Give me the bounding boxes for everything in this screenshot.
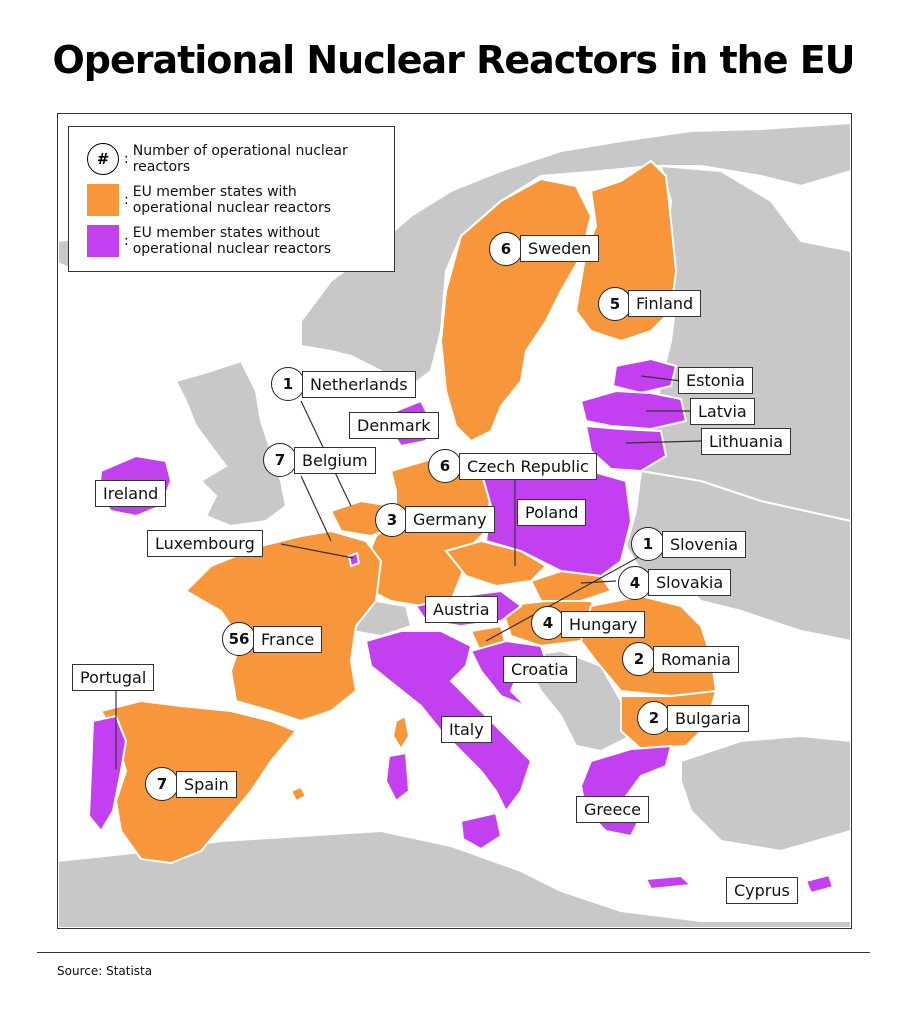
legend-without-label: EU member states without operational nuc… [132,225,332,257]
label-luxembourg: Luxembourg [147,530,263,557]
legend-with-row: : EU member states with operational nucl… [87,184,363,216]
label-portugal: Portugal [72,664,155,691]
label-croatia: Croatia [503,656,577,683]
balearic [289,785,308,803]
label-slovenia: Slovenia [662,531,747,558]
legend-colon: : [124,233,129,249]
label-denmark: Denmark [349,412,439,439]
latvia [579,389,688,431]
label-france: France [253,626,323,653]
label-austria: Austria [425,596,498,623]
number-symbol: # [87,143,119,175]
czech-republic [444,539,548,588]
badge-slovenia: 1 [631,527,665,561]
badge-romania: 2 [622,642,656,676]
label-lithuania: Lithuania [701,428,792,455]
badge-hungary: 4 [531,606,565,640]
badge-spain: 7 [145,767,179,801]
badge-france: 56 [222,622,256,656]
north-africa [58,829,851,928]
label-bulgaria: Bulgaria [667,705,750,732]
leader-lines [115,375,702,769]
badge-sweden: 6 [489,232,523,266]
sicily [459,811,503,851]
label-sweden: Sweden [520,235,600,262]
label-italy: Italy [441,716,492,743]
footer-divider [37,952,870,953]
cyprus [804,873,835,895]
badge-germany: 3 [375,503,409,537]
source-credit: Source: Statista [57,964,153,978]
badge-czech: 6 [428,449,462,483]
page-title: Operational Nuclear Reactors in the EU [52,38,855,82]
leader-luxembourg [280,543,354,559]
lithuania [584,424,668,473]
turkey [680,734,851,853]
label-latvia: Latvia [690,398,755,425]
label-cyprus: Cyprus [726,877,798,904]
legend-colon: : [124,192,129,208]
leader-lithuania [625,440,702,444]
legend-number-row: # : Number of operational nuclear reacto… [87,143,363,175]
sardinia [384,751,411,803]
badge-netherlands: 1 [271,367,305,401]
badge-belgium: 7 [263,443,297,477]
legend-without-row: : EU member states without operational n… [87,225,363,257]
portugal [87,714,128,833]
label-hungary: Hungary [561,611,646,638]
label-slovakia: Slovakia [648,569,732,596]
label-estonia: Estonia [678,367,753,394]
uk [174,359,288,528]
label-romania: Romania [653,646,739,673]
purple-swatch [87,225,119,257]
label-germany: Germany [405,506,495,533]
leader-belgium [300,475,332,542]
badge-finland: 5 [598,287,632,321]
label-spain: Spain [176,771,237,798]
legend-with-label: EU member states with operational nuclea… [132,184,332,216]
legend-colon: : [124,151,129,167]
leader-estonia [640,375,682,382]
label-belgium: Belgium [294,447,376,474]
crete [644,874,694,891]
orange-swatch [87,184,119,216]
legend: # : Number of operational nuclear reacto… [68,126,395,272]
leader-slovakia [580,580,617,584]
badge-bulgaria: 2 [637,701,671,735]
label-czech: Czech Republic [459,453,597,480]
label-greece: Greece [576,796,649,823]
label-finland: Finland [628,290,702,317]
corsica [391,714,411,751]
leader-slovenia [485,552,647,642]
label-ireland: Ireland [95,480,167,507]
badge-slovakia: 4 [618,566,652,600]
label-netherlands: Netherlands [302,371,416,398]
legend-number-label: Number of operational nuclear reactors [132,143,348,175]
label-poland: Poland [517,499,587,526]
luxembourg [347,551,361,568]
